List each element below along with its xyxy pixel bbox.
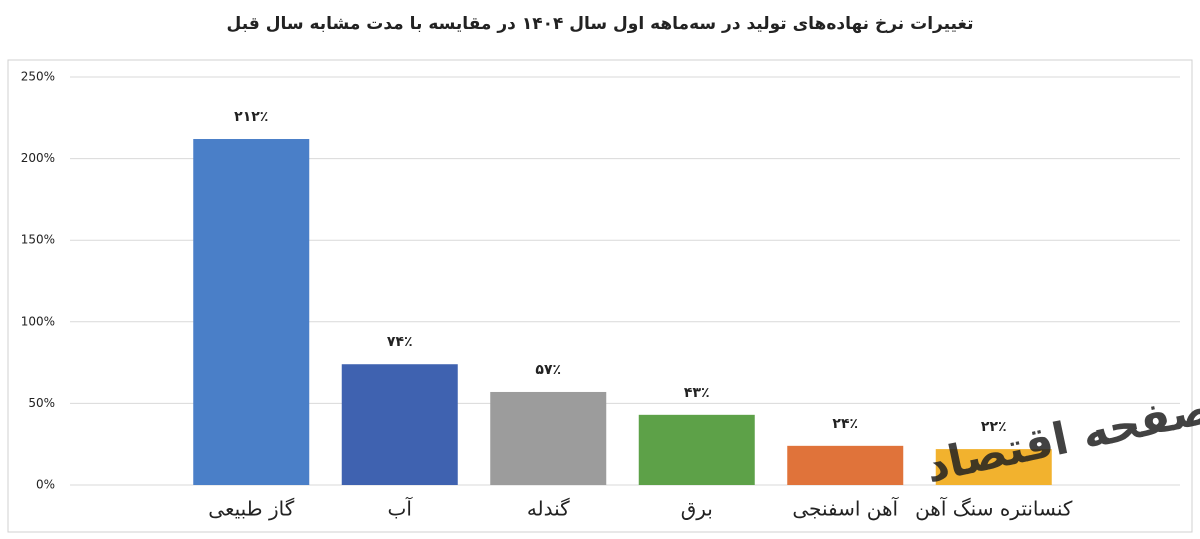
value-label: ۲۱۲٪ [234,109,268,125]
bar [341,364,458,485]
watermark: صفحه اقتصاد [921,382,1200,493]
value-label: ۲۲٪ [981,419,1007,435]
bar [490,391,607,485]
x-tick-label: آهن اسفنجی [792,496,899,521]
y-tick-label: 50% [28,396,55,410]
x-tick-label: برق [681,497,713,521]
bar [638,414,755,485]
value-label: ۵۷٪ [535,362,561,378]
bar [193,139,310,486]
value-label: ۲۴٪ [832,416,858,432]
value-label: ۴۳٪ [684,385,710,401]
x-tick-label: آب [388,496,414,521]
value-label: ۷۴٪ [387,334,413,350]
chart-frame [7,59,1193,533]
bar [787,445,904,485]
x-tick-label: گاز طبیعی [208,497,294,521]
y-tick-label: 250% [21,70,55,84]
y-tick-label: 100% [21,314,55,328]
y-tick-label: 150% [21,233,55,247]
x-tick-label: گندله [527,497,570,521]
y-tick-label: 0% [36,478,55,492]
x-tick-label: کنسانتره سنگ آهن [915,496,1073,521]
bar [935,449,1052,485]
chart-title: تغییرات نرخ نهاده‌های تولید در سه‌ماهه ا… [227,14,974,34]
y-tick-label: 200% [21,151,55,165]
